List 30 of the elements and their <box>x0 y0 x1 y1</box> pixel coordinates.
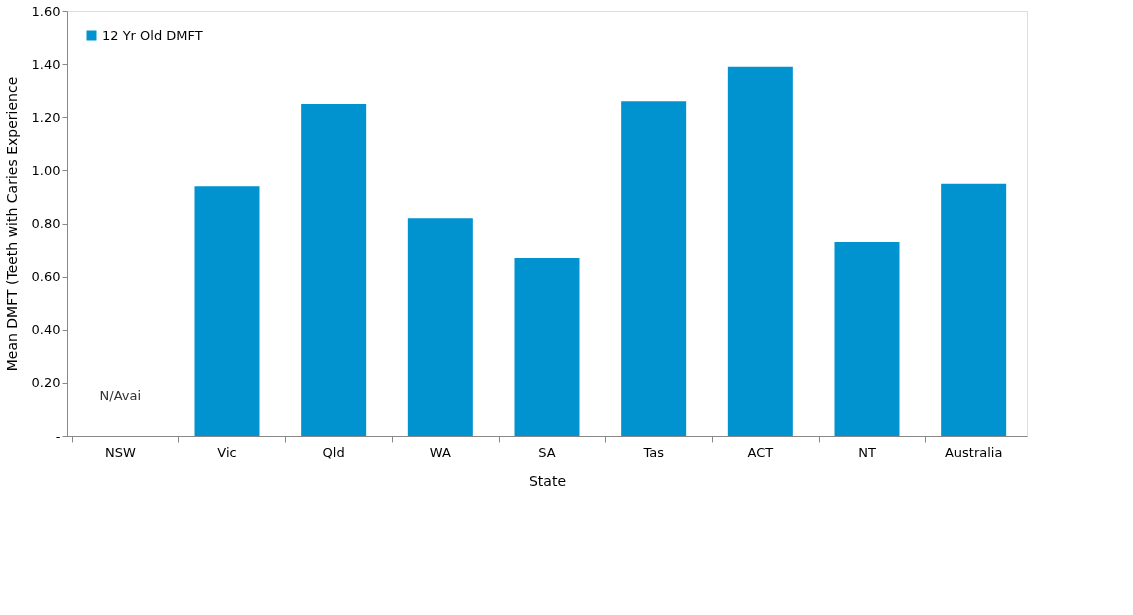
bar <box>727 66 793 436</box>
y-tick-label: 0.60 <box>31 269 61 285</box>
bar <box>834 242 900 436</box>
legend-label: 12 Yr Old DMFT <box>102 27 203 43</box>
y-tick-label: 0.20 <box>31 375 61 391</box>
y-tick-label: 1.20 <box>31 109 61 125</box>
bar <box>407 218 473 436</box>
bar <box>621 101 687 436</box>
x-tick-label: NT <box>858 444 876 460</box>
x-tick-label: NSW <box>104 444 136 460</box>
annotation: N/Avai <box>99 388 142 403</box>
x-tick-label: SA <box>538 444 556 460</box>
y-tick-label: 0.40 <box>31 322 61 338</box>
y-axis-title: Mean DMFT (Teeth with Caries Experience <box>3 76 20 372</box>
bar <box>941 183 1007 436</box>
y-tick-label: 1.00 <box>31 162 61 178</box>
x-tick-label: Australia <box>944 444 1003 460</box>
x-tick-label: Qld <box>322 444 345 460</box>
x-tick-label: WA <box>429 444 451 460</box>
y-tick-label: 1.40 <box>31 56 61 72</box>
bar <box>301 103 367 436</box>
y-tick-label: - <box>55 428 61 444</box>
bar <box>194 186 260 436</box>
x-tick-label: ACT <box>747 444 774 460</box>
bar <box>514 258 580 436</box>
x-axis-title: State <box>528 472 567 489</box>
y-tick-label: 1.60 <box>31 3 61 19</box>
x-tick-label: Tas <box>642 444 665 460</box>
x-tick-label: Vic <box>217 444 237 460</box>
y-tick-label: 0.80 <box>31 216 61 231</box>
